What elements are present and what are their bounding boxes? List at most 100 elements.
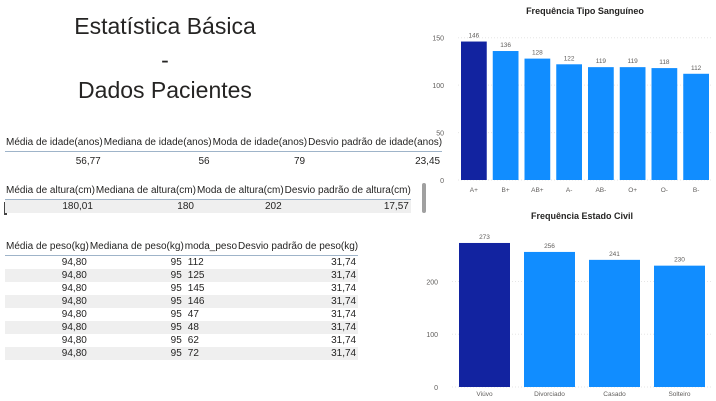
table-cell: 56 <box>198 156 210 167</box>
table-cell: 95 <box>88 321 184 334</box>
table-cell: 202 <box>195 199 284 213</box>
data-label: 112 <box>691 65 702 72</box>
y-tick-label: 0 <box>440 178 444 185</box>
data-label: 118 <box>659 59 670 66</box>
bar <box>683 73 709 180</box>
table-cell: 94,80 <box>5 321 89 334</box>
table-cell: 31,74 <box>237 269 359 282</box>
y-tick-label: 200 <box>426 279 438 286</box>
table-row[interactable]: 94,80 95 145 31,74 <box>5 282 358 295</box>
col-header[interactable]: Desvio padrão de idade(anos) <box>307 134 443 152</box>
table-cell: 95 <box>88 347 184 360</box>
x-tick-label: A- <box>566 187 573 194</box>
table-row[interactable]: 94,80 95 112 31,74 <box>5 256 358 270</box>
x-tick-label: B- <box>693 187 700 194</box>
bar <box>524 58 551 180</box>
bar <box>492 51 519 181</box>
col-header[interactable]: Moda de idade(anos) <box>211 134 308 152</box>
table-peso[interactable]: Média de peso(kg) Mediana de peso(kg) mo… <box>5 238 359 360</box>
bar <box>588 67 614 180</box>
x-tick-label: AB+ <box>531 187 544 194</box>
bar <box>651 68 678 180</box>
chart-estado-civil[interactable]: Frequência Estado Civil 0 100 200 273 Viúvo 25… <box>422 206 716 401</box>
bar <box>556 64 582 180</box>
data-label: 119 <box>627 58 638 65</box>
title-line-2: - <box>161 47 169 73</box>
col-header[interactable]: Moda de altura(cm) <box>195 182 284 200</box>
data-label: 241 <box>609 251 620 258</box>
y-tick-label: 100 <box>426 332 438 339</box>
y-tick-label: 100 <box>432 83 444 90</box>
table-cell: 94,80 <box>5 347 89 360</box>
table-cell: 145 <box>187 283 205 294</box>
table-cell: 125 <box>183 269 238 282</box>
table-cell: 95 <box>88 269 184 282</box>
table-cell: 94,80 <box>61 309 87 320</box>
col-header[interactable]: Desvio padrão de altura(cm) <box>283 182 411 200</box>
x-tick-label: B+ <box>502 187 510 194</box>
chart-tipo-sanguineo[interactable]: Frequência Tipo Sanguíneo 0 50 100 150 146 A+ 1… <box>422 0 716 200</box>
table-cell: 94,80 <box>5 269 89 282</box>
bar <box>459 242 510 387</box>
table-cell: 112 <box>187 257 204 268</box>
table-cell: 62 <box>187 335 199 346</box>
data-label: 256 <box>544 243 555 250</box>
x-tick-label: AB- <box>595 187 606 194</box>
data-label: 273 <box>479 234 490 241</box>
table-cell: 47 <box>187 309 199 320</box>
data-label: 136 <box>500 42 511 49</box>
vertical-scrollbar[interactable] <box>422 183 426 213</box>
bar <box>589 259 640 387</box>
table-cell: 72 <box>183 347 238 360</box>
table-cell: 146 <box>183 295 238 308</box>
title-line-1: Estatística Básica <box>74 13 256 39</box>
x-tick-label: Casado <box>603 391 626 398</box>
col-header[interactable]: Mediana de peso(kg) <box>88 238 184 256</box>
table-row[interactable]: 94,80 95 47 31,74 <box>5 308 358 321</box>
table-cell: 95 <box>170 335 182 346</box>
x-tick-label: O- <box>661 187 668 194</box>
table-row[interactable]: 94,80 95 48 31,74 <box>5 321 359 334</box>
table-cell: 31,74 <box>331 257 357 268</box>
col-header[interactable]: Mediana de idade(anos) <box>102 134 212 152</box>
bar <box>524 251 575 387</box>
table-row[interactable]: 94,80 95 125 31,74 <box>5 269 359 282</box>
chart-title: Frequência Tipo Sanguíneo <box>526 6 644 16</box>
table-idade[interactable]: Média de idade(anos) Mediana de idade(an… <box>5 134 443 169</box>
table-cell: 79 <box>293 156 306 167</box>
bar <box>619 67 646 180</box>
table-cell: 31,74 <box>237 321 359 334</box>
bar <box>654 265 705 387</box>
col-header[interactable]: Média de altura(cm) <box>5 182 95 200</box>
table-cell: 95 <box>170 257 182 268</box>
table-row[interactable]: 56,77 56 79 23,45 <box>5 152 442 169</box>
table-cell: 94,80 <box>61 257 87 268</box>
col-header[interactable]: moda_peso <box>183 238 238 256</box>
table-row[interactable]: 94,80 95 146 31,74 <box>5 295 359 308</box>
data-label: 146 <box>468 33 479 40</box>
data-label: 128 <box>532 50 543 57</box>
col-header[interactable]: Mediana de altura(cm) <box>94 182 196 200</box>
table-cell: 95 <box>88 295 184 308</box>
table-cell: 31,74 <box>331 335 357 346</box>
table-cell: 23,45 <box>415 156 441 167</box>
table-cell: 95 <box>170 283 182 294</box>
table-row[interactable]: 180,01 180 202 17,57 <box>5 199 411 213</box>
x-tick-label: Viúvo <box>476 391 493 398</box>
x-tick-label: Solteiro <box>668 391 690 398</box>
table-cell: 31,74 <box>331 309 357 320</box>
table-cell: 17,57 <box>283 199 411 213</box>
col-header[interactable]: Desvio padrão de peso(kg) <box>237 238 359 256</box>
data-label: 119 <box>596 58 607 65</box>
table-cell: 94,80 <box>5 295 89 308</box>
table-row[interactable]: 94,80 95 72 31,74 <box>5 347 359 360</box>
table-cell: 180 <box>94 199 196 213</box>
table-row[interactable]: 94,80 95 62 31,74 <box>5 334 358 347</box>
table-altura[interactable]: Média de altura(cm) Mediana de altura(cm… <box>5 182 411 213</box>
table-cell: 94,80 <box>61 283 87 294</box>
x-tick-label: Divorciado <box>534 391 565 398</box>
table-cell: 31,74 <box>331 283 357 294</box>
col-header[interactable]: Média de peso(kg) <box>5 238 89 256</box>
y-tick-label: 150 <box>432 36 444 43</box>
col-header[interactable]: Média de idade(anos) <box>5 134 103 152</box>
